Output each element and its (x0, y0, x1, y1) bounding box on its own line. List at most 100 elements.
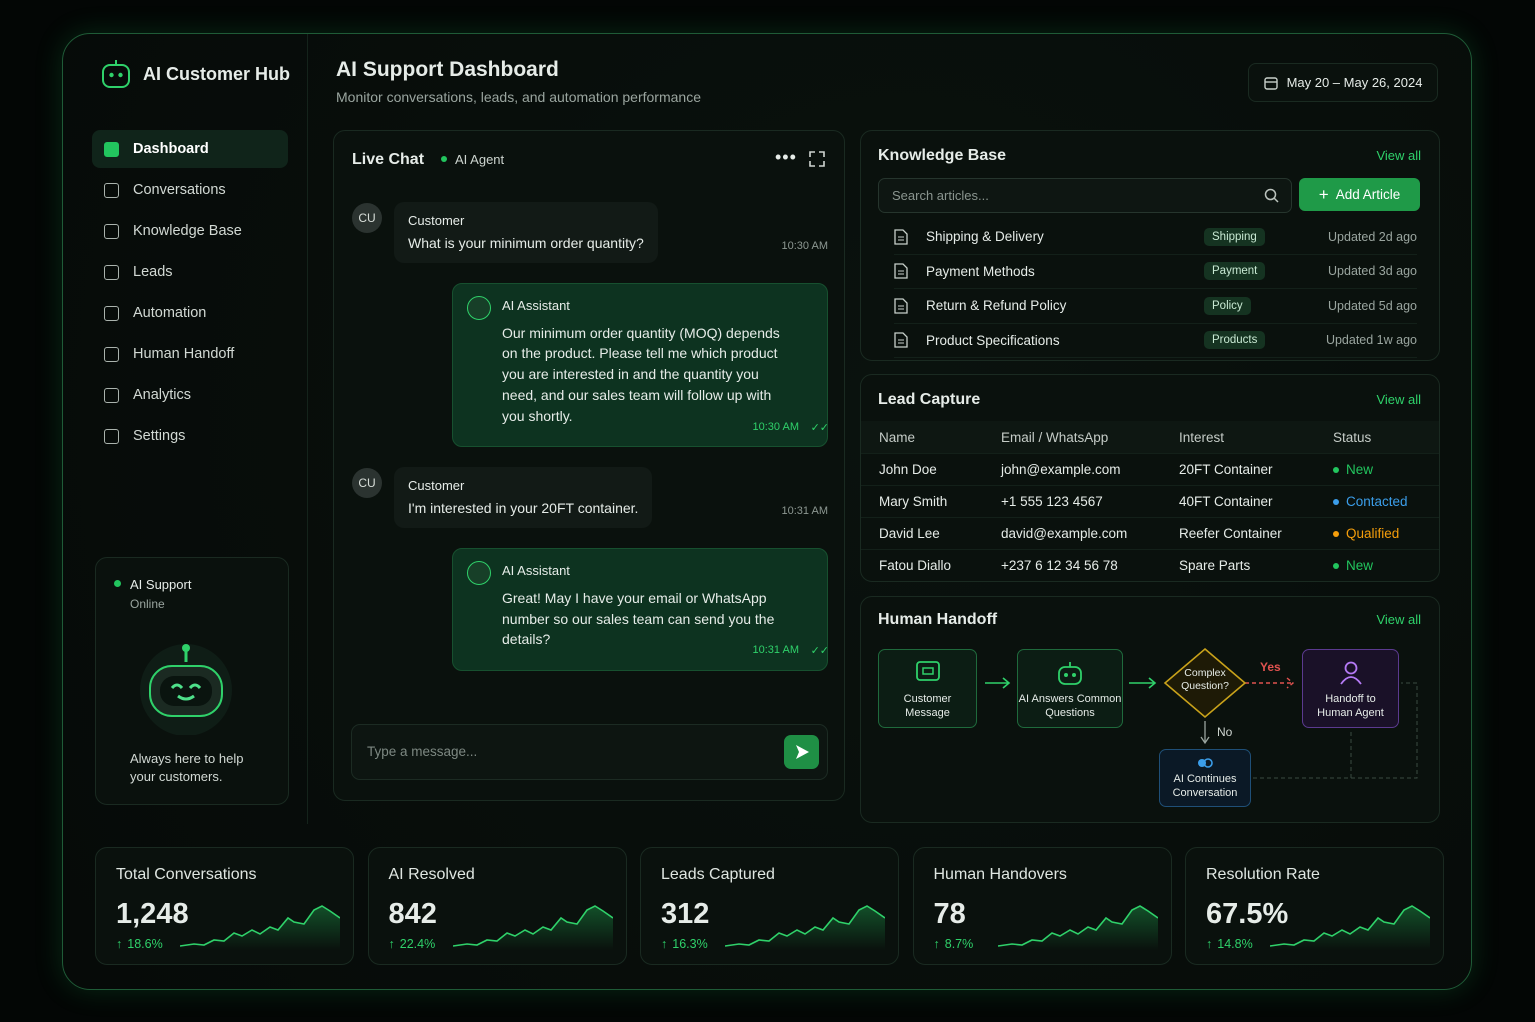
agent-label: AI Agent (455, 152, 505, 167)
expand-button[interactable] (809, 151, 825, 167)
stat-card: Resolution Rate 67.5% ↑ 14.8% (1185, 847, 1444, 965)
stat-change: ↑ 8.7% (934, 937, 1151, 951)
node-label: AI Answers Common Questions (1018, 693, 1122, 719)
bot-icon (1058, 662, 1082, 685)
stat-value: 312 (661, 898, 710, 930)
nav-item[interactable]: Knowledge Base (92, 212, 288, 250)
doc-icon (894, 229, 908, 245)
message-input[interactable]: Type a message... (351, 724, 828, 780)
change-value: 14.8% (1217, 937, 1253, 951)
column-header: Name (879, 429, 916, 445)
stat-value: 1,248 (116, 898, 189, 930)
message-text: Our minimum order quantity (MOQ) depends… (502, 324, 780, 424)
lead-row: John Doe john@example.com 20FT Container Ne… (861, 454, 1439, 486)
handoff-view-all[interactable]: View all (1376, 612, 1421, 627)
read-receipt: ✓✓ (810, 645, 829, 658)
article-row[interactable]: Shipping & Delivery Shipping Updated 2d ag… (894, 220, 1417, 255)
nav-label: Knowledge Base (133, 223, 242, 239)
ai-icon (467, 561, 491, 586)
date-range: May 20 – May 26, 2024 (1286, 75, 1423, 90)
nav: Dashboard Conversations Knowledge Base Lead… (92, 130, 288, 458)
lead-interest: 40FT Container (1179, 494, 1273, 509)
sparkline (998, 900, 1158, 950)
nav-icon (104, 346, 119, 362)
stat-card: Human Handovers 78 ↑ 8.7% (912, 847, 1172, 965)
lead-contact: david@example.com (1001, 526, 1128, 541)
column-header: Email / WhatsApp (1001, 429, 1109, 445)
kb-search[interactable]: Search articles... (878, 178, 1292, 213)
sparkline (180, 900, 340, 950)
nav-icon (104, 305, 119, 321)
doc-icon (894, 298, 908, 314)
article-row[interactable]: Payment Methods Payment Updated 3d ago (894, 255, 1417, 289)
kb-view-all[interactable]: View all (1376, 148, 1421, 163)
nav-item[interactable]: Human Handoff (92, 335, 288, 373)
stat-change: ↑ 14.8% (1206, 937, 1423, 951)
timestamp: 10:30 AM (752, 420, 799, 433)
article-row[interactable]: Return & Refund Policy Policy Updated 5d a… (894, 289, 1417, 324)
nav-icon (104, 264, 119, 280)
live-chat-panel: Live Chat AI Agent ••• CU Customer What is… (333, 130, 845, 801)
article-tag: Shipping (1204, 227, 1265, 246)
nav-icon (104, 141, 119, 157)
send-button[interactable] (784, 735, 819, 769)
message-list: CU Customer What is your minimum order qua… (352, 202, 829, 691)
input-placeholder: Type a message... (367, 744, 478, 759)
article-title: Return & Refund Policy (926, 298, 1067, 314)
change-value: 16.3% (672, 937, 708, 951)
change-value: 18.6% (127, 937, 163, 951)
human-handoff-panel: Human Handoff View all Customer Message … (860, 596, 1440, 823)
status-tagline: Always here to help your customers. (130, 751, 244, 784)
flow-connectors (985, 647, 1418, 779)
column-header: Status (1333, 429, 1372, 445)
customer-message: CU Customer What is your minimum order qua… (352, 202, 828, 263)
more-button[interactable]: ••• (775, 147, 797, 167)
customer-message: CU Customer I'm interested in your 20FT co… (352, 467, 828, 529)
sparkline (1270, 900, 1430, 950)
lead-interest: Spare Parts (1179, 558, 1251, 573)
article-updated: Updated 3d ago (1328, 264, 1417, 279)
send-icon (795, 745, 809, 759)
nav-item[interactable]: Automation (92, 294, 288, 332)
status-text: New (1346, 558, 1374, 573)
stat-change: ↑ 22.4% (389, 937, 606, 951)
message-text: I'm interested in your 20FT container. (408, 500, 639, 517)
stat-value: 67.5% (1206, 898, 1289, 930)
date-range-button[interactable]: May 20 – May 26, 2024 (1248, 63, 1438, 102)
up-arrow: ↑ (388, 937, 395, 951)
doc-icon (894, 263, 908, 279)
change-value: 22.4% (399, 937, 436, 951)
lead-status: New (1333, 462, 1373, 477)
bubble: Customer I'm interested in your 20FT cont… (394, 467, 653, 529)
lead-status: Contacted (1333, 494, 1408, 509)
article-row[interactable]: Product Specifications Products Updated 1w… (894, 324, 1417, 358)
sender: AI Assistant (502, 563, 570, 579)
nav-item[interactable]: Dashboard (92, 130, 288, 168)
nav-item[interactable]: Settings (92, 417, 288, 455)
article-title: Product Specifications (926, 332, 1060, 348)
up-arrow: ↑ (1206, 937, 1213, 951)
nav-icon (104, 223, 119, 239)
lead-contact: +1 555 123 4567 (1001, 494, 1103, 509)
lead-interest: 20FT Container (1179, 462, 1273, 477)
read-receipt: ✓✓ (810, 421, 829, 434)
lead-view-all[interactable]: View all (1376, 392, 1421, 407)
nav-label: Human Handoff (133, 346, 235, 362)
stat-value: 842 (388, 898, 437, 930)
flow-node: AI Answers Common Questions (1017, 649, 1123, 728)
nav-item[interactable]: Leads (92, 253, 288, 291)
timestamp: 10:30 AM (781, 240, 828, 252)
article-tag: Policy (1204, 296, 1251, 315)
ai-message: AI Assistant Our minimum order quantity (… (352, 283, 829, 448)
ai-message: AI Assistant Great! May I have your email… (352, 548, 829, 672)
add-article-button[interactable]: + Add Article (1299, 178, 1420, 211)
ai-bubble: AI Assistant Great! May I have your email… (452, 548, 829, 672)
lead-status: Qualified (1333, 526, 1399, 541)
status-name: AI Support (130, 577, 192, 592)
ai-icon (467, 296, 491, 320)
nav-item[interactable]: Conversations (92, 171, 288, 209)
page-title: AI Support Dashboard (336, 58, 559, 81)
sidebar-divider (307, 34, 308, 824)
nav-item[interactable]: Analytics (92, 376, 288, 414)
